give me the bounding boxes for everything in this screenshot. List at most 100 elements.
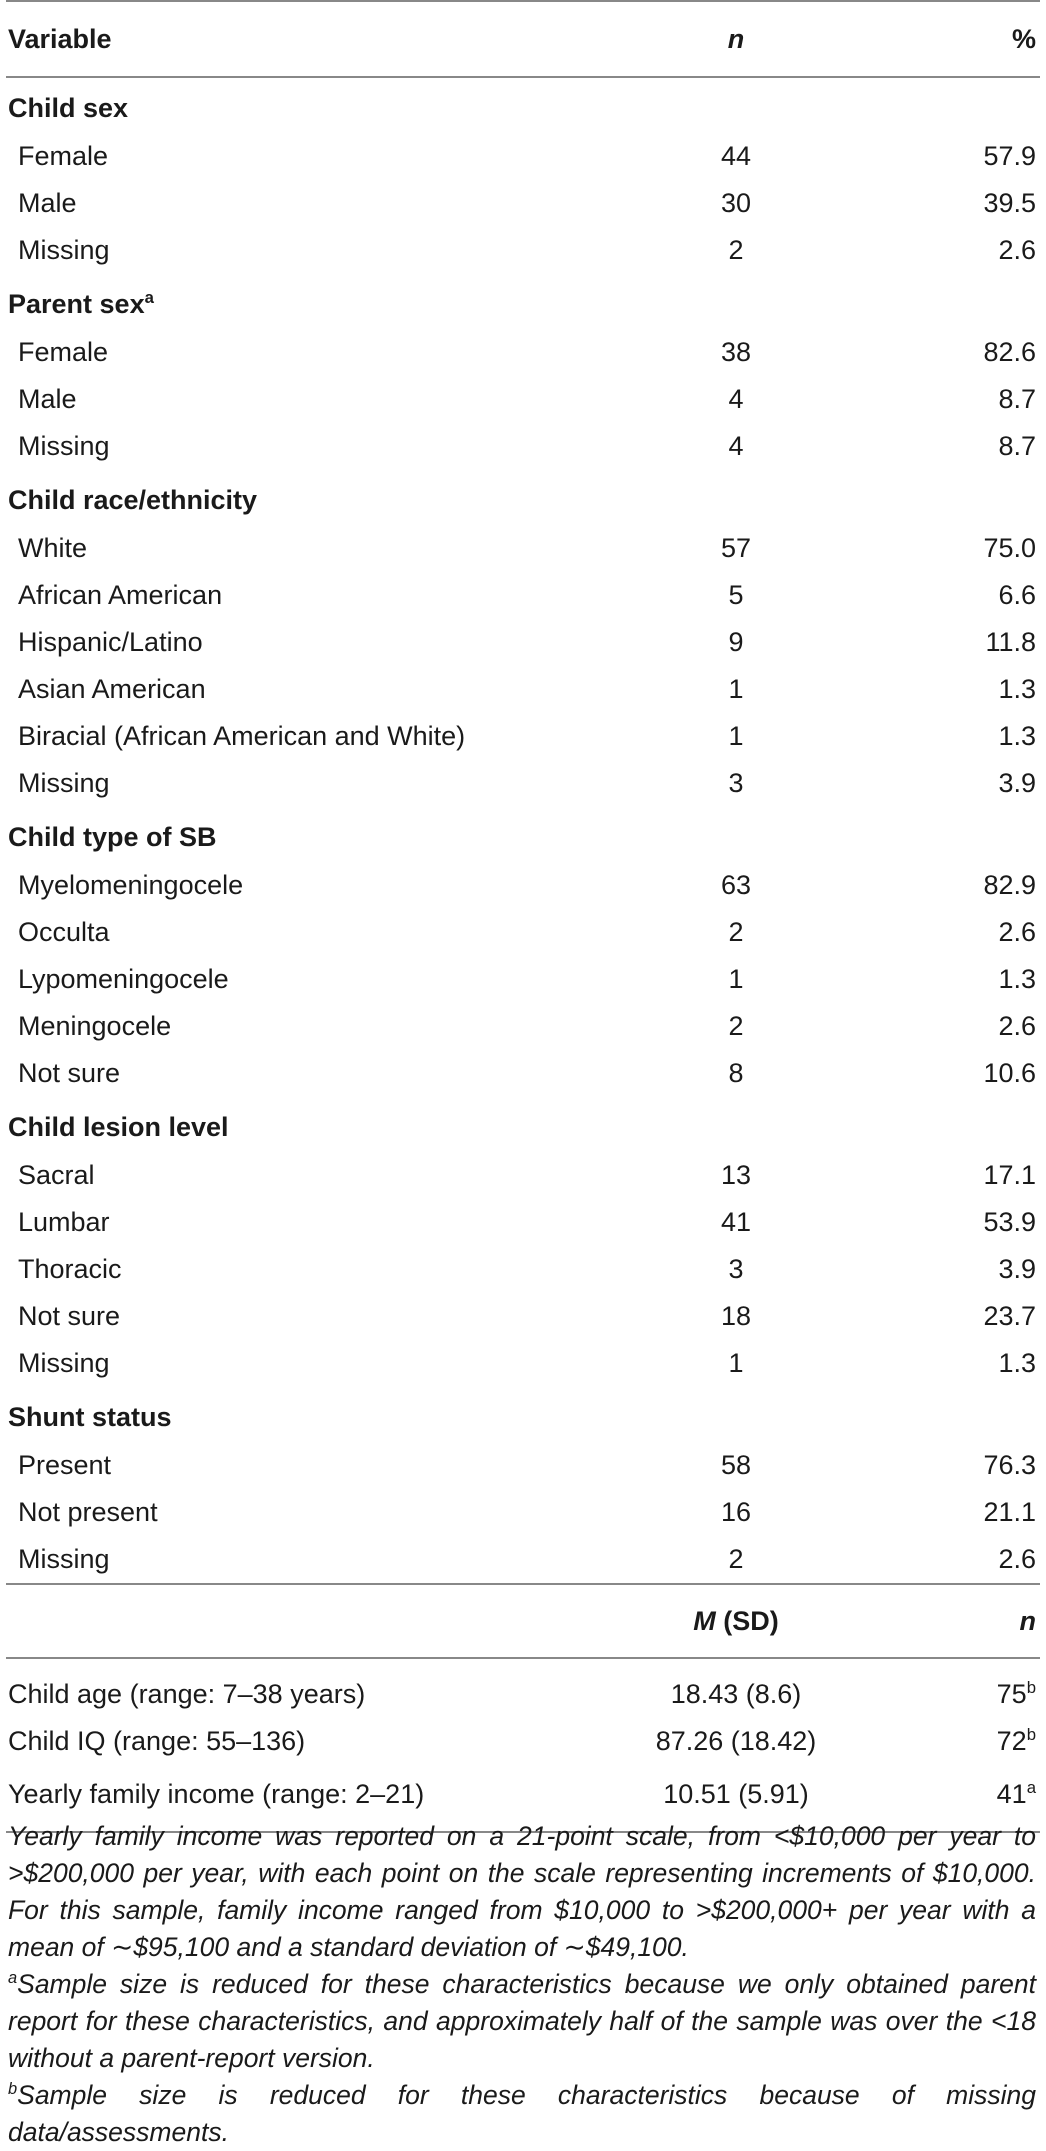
stats-msd: 10.51 (5.91)	[566, 1765, 906, 1833]
section-header-row: Child sex	[6, 77, 1040, 133]
table-row: African American 5 6.6	[6, 572, 1040, 619]
row-n: 16	[720, 1497, 752, 1527]
row-percent: 17.1	[983, 1160, 1036, 1190]
stats-footnote-mark: b	[1026, 1678, 1036, 1697]
row-percent: 3.9	[998, 1254, 1036, 1284]
row-label: Male	[18, 188, 77, 218]
row-percent: 3.9	[998, 768, 1036, 798]
row-percent: 2.6	[998, 1011, 1036, 1041]
stats-body: M (SD) n Child age (range: 7–38 years) 18…	[6, 1584, 1040, 1833]
table-row: Thoracic 3 3.9	[6, 1246, 1040, 1293]
section-header-row: Parent sexa	[6, 274, 1040, 329]
row-percent: 75.0	[983, 533, 1036, 563]
table-row: Lypomeningocele 1 1.3	[6, 956, 1040, 1003]
stats-row: Yearly family income (range: 2–21) 10.51 …	[6, 1765, 1040, 1833]
table-row: Biracial (African American and White) 1 1.…	[6, 713, 1040, 760]
stats-header-m: M	[693, 1605, 716, 1636]
stats-label: Child IQ (range: 55–136)	[8, 1726, 306, 1756]
table-row: Female 44 57.9	[6, 133, 1040, 180]
row-label: African American	[18, 580, 223, 610]
stats-label: Yearly family income (range: 2–21)	[6, 1765, 566, 1833]
table-row: Lumbar 41 53.9	[6, 1199, 1040, 1246]
section-title-cell: Parent sexa	[6, 274, 1040, 329]
stats-header-row: M (SD) n	[6, 1584, 1040, 1659]
table-row: Not sure 8 10.6	[6, 1050, 1040, 1097]
row-percent: 10.6	[983, 1058, 1036, 1088]
row-percent: 23.7	[983, 1301, 1036, 1331]
table-row: Occulta 2 2.6	[6, 909, 1040, 956]
row-n: 2	[728, 917, 744, 947]
row-label: Missing	[18, 431, 110, 461]
table-row: Male 30 39.5	[6, 180, 1040, 227]
row-percent: 2.6	[998, 235, 1036, 265]
row-label: Sacral	[18, 1160, 95, 1190]
row-n: 38	[720, 337, 752, 367]
table-row: Meningocele 2 2.6	[6, 1003, 1040, 1050]
row-label: Missing	[18, 1348, 110, 1378]
table-row: Not sure 18 23.7	[6, 1293, 1040, 1340]
section-title-cell: Child race/ethnicity	[6, 470, 1040, 525]
row-n: 13	[720, 1160, 752, 1190]
row-label: Not sure	[18, 1058, 121, 1088]
row-percent: 21.1	[983, 1497, 1036, 1527]
row-label: Female	[18, 141, 109, 171]
stats-n-cell: 75b	[906, 1658, 1040, 1718]
row-label: Missing	[18, 768, 110, 798]
section-title: Child sex	[8, 93, 129, 123]
note-b-mark: b	[8, 2080, 18, 2099]
table-row: Female 38 82.6	[6, 329, 1040, 376]
row-percent: 39.5	[983, 188, 1036, 218]
row-percent: 1.3	[998, 674, 1036, 704]
section-title-cell: Child sex	[6, 77, 1040, 133]
section-title-cell: Shunt status	[6, 1387, 1040, 1442]
stats-header-msd: M (SD)	[566, 1584, 906, 1659]
row-n: 3	[728, 768, 744, 798]
row-n: 4	[728, 431, 744, 461]
row-n: 1	[728, 674, 744, 704]
stats-header-blank	[6, 1584, 566, 1659]
stats-msd: 87.26 (18.42)	[655, 1726, 817, 1756]
table-row: Missing 2 2.6	[6, 1536, 1040, 1585]
stats-row: Child IQ (range: 55–136) 87.26 (18.42) 72b	[6, 1718, 1040, 1765]
table-header-row: Variable n %	[6, 0, 1040, 78]
row-n: 1	[728, 1348, 744, 1378]
stats-footnote-mark: b	[1026, 1725, 1036, 1744]
row-label: Missing	[6, 1536, 566, 1585]
row-n: 9	[728, 627, 744, 657]
row-label: Male	[18, 384, 77, 414]
row-n: 63	[720, 870, 752, 900]
section-title: Child lesion level	[8, 1112, 229, 1142]
row-label: Thoracic	[18, 1254, 122, 1284]
row-percent: 11.8	[985, 627, 1036, 657]
stats-msd: 18.43 (8.6)	[670, 1679, 802, 1709]
row-label: Hispanic/Latino	[18, 627, 203, 657]
stats-n: 41	[996, 1778, 1027, 1809]
section-title: Child type of SB	[8, 822, 217, 852]
row-label: Occulta	[18, 917, 110, 947]
section-title-cell: Child lesion level	[6, 1097, 1040, 1152]
table-row: Missing 3 3.9	[6, 760, 1040, 807]
header-percent: %	[906, 0, 1040, 78]
row-label: Meningocele	[18, 1011, 172, 1041]
row-n: 4	[728, 384, 744, 414]
row-label: Biracial (African American and White)	[18, 721, 466, 751]
row-n: 18	[720, 1301, 752, 1331]
note-a: aSample size is reduced for these charac…	[8, 1966, 1036, 2077]
row-label: Lumbar	[18, 1207, 110, 1237]
demographics-table: Variable n % Child sex Female 44 57.9 Male 30…	[6, 0, 1040, 1833]
row-percent: 1.3	[998, 721, 1036, 751]
row-label: Female	[18, 337, 109, 367]
row-percent: 82.9	[983, 870, 1036, 900]
row-n: 2	[566, 1536, 906, 1585]
row-percent: 53.9	[983, 1207, 1036, 1237]
section-footnote-mark: a	[144, 288, 154, 307]
section-header-row: Shunt status	[6, 1387, 1040, 1442]
table-row: Missing 2 2.6	[6, 227, 1040, 274]
row-n: 2	[728, 1011, 744, 1041]
row-n: 8	[728, 1058, 744, 1088]
header-variable: Variable	[6, 0, 566, 78]
table-row: Male 4 8.7	[6, 376, 1040, 423]
note-income: Yearly family income was reported on a 2…	[8, 1821, 1036, 1962]
table-row: Asian American 1 1.3	[6, 666, 1040, 713]
